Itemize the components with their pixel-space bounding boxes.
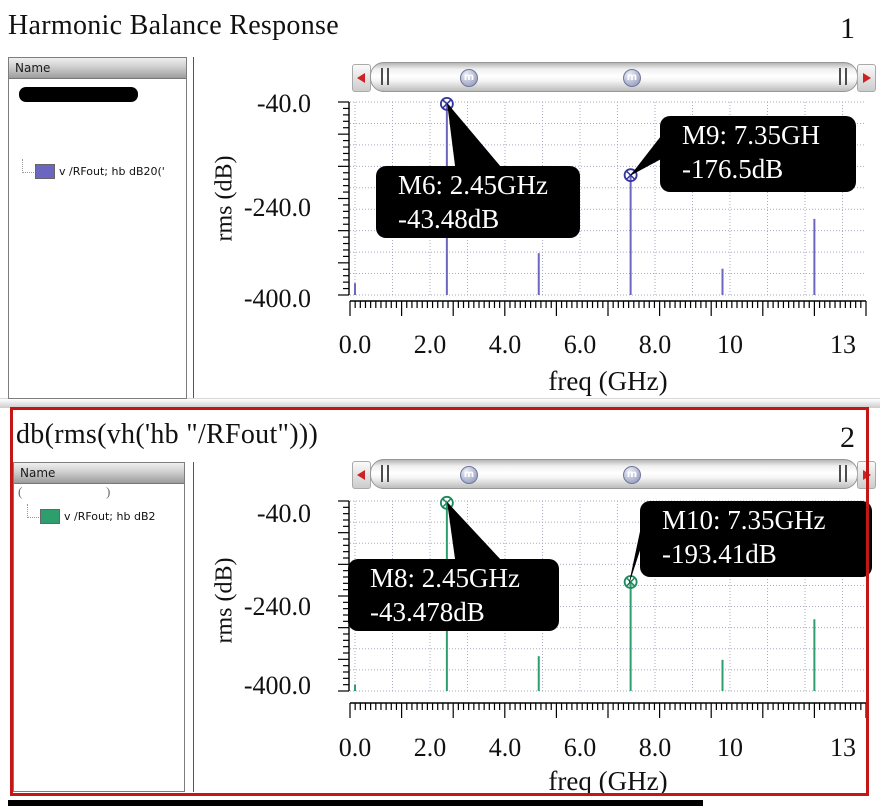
m6-callout-line2: -43.48dB	[398, 204, 500, 234]
scroll-left-button[interactable]	[352, 64, 371, 92]
panel2-xtick-6: 13	[830, 733, 856, 762]
marker-button-m8[interactable]: m	[460, 466, 478, 484]
redacted-expression-fragment-left: (	[18, 484, 23, 499]
right-grip-icon[interactable]	[839, 465, 847, 482]
m6-callout-line1: M6: 2.45GHz	[398, 170, 548, 200]
trace-list-item[interactable]: v /RFout; hb dB2	[14, 504, 183, 528]
panel1-splitter-handle[interactable]	[193, 57, 194, 398]
panel1-title: Harmonic Balance Response	[8, 10, 339, 41]
redacted-expression-fragment-right: )	[106, 484, 111, 499]
left-grip-icon[interactable]	[381, 465, 389, 482]
right-arrow-icon	[863, 73, 871, 83]
panel2-number: 2	[840, 421, 855, 454]
tree-branch-icon	[22, 159, 34, 173]
panel2-x-axis-label: freq (GHz)	[548, 766, 668, 796]
right-arrow-icon	[863, 470, 871, 480]
panel1-xtick-6: 13	[830, 330, 856, 359]
panel-separator	[0, 398, 880, 408]
sidebar-name-column-header[interactable]: Name	[9, 58, 186, 79]
m8-callout-line1: M8: 2.45GHz	[370, 563, 520, 593]
panel2-xtick-0: 0.0	[338, 733, 372, 762]
m10-marker-callout[interactable]: M10: 7.35GHz -193.41dB	[640, 501, 872, 577]
panel2-title: db(rms(vh('hb "/RFout")))	[16, 419, 319, 450]
sidebar-name-column-header[interactable]: Name	[14, 463, 184, 484]
panel2-signal-sidebar: Name ( ) v /RFout; hb dB2	[13, 462, 185, 792]
panel2-ytick-1: -240.0	[243, 592, 311, 621]
m8-marker-callout[interactable]: M8: 2.45GHz -43.478dB	[348, 559, 559, 631]
marker-button-m6[interactable]: m	[460, 69, 478, 87]
panel1-ytick-0: -40.0	[256, 89, 311, 118]
redacted-signal-bar	[19, 87, 138, 102]
panel2-xtick-1: 2.0	[413, 733, 447, 762]
panel1-ytick-2: -400.0	[243, 284, 311, 313]
m9-callout-line2: -176.5dB	[682, 154, 784, 184]
trace-color-swatch	[35, 164, 55, 179]
trace-label: v /RFout; hb dB20('	[59, 165, 165, 178]
trace-color-swatch	[40, 509, 60, 524]
panel2-marker-slider: m m	[352, 459, 876, 489]
panel1-signal-sidebar: Name v /RFout; hb dB20('	[8, 57, 187, 399]
m10-callout-line1: M10: 7.35GHz	[662, 505, 826, 535]
panel1-number: 1	[840, 12, 855, 45]
panel2-xtick-2: 4.0	[488, 733, 522, 762]
m10-callout-line2: -193.41dB	[662, 539, 777, 569]
panel2-xtick-5: 10	[717, 733, 743, 762]
panel1-marker-slider: m m	[352, 62, 876, 92]
left-arrow-icon	[357, 470, 365, 480]
panel2-xtick-3: 6.0	[563, 733, 597, 762]
marker-button-m10[interactable]: m	[623, 466, 641, 484]
tree-branch-icon	[27, 504, 39, 518]
panel2-splitter-handle[interactable]	[193, 462, 194, 792]
bottom-edge-bar	[8, 800, 703, 806]
scroll-right-button[interactable]	[857, 461, 876, 489]
trace-label: v /RFout; hb dB2	[64, 510, 156, 523]
panel1-ytick-1: -240.0	[243, 193, 311, 222]
scroll-left-button[interactable]	[352, 461, 371, 489]
trace-list-item[interactable]: v /RFout; hb dB20('	[9, 159, 185, 183]
m9-marker-callout[interactable]: M9: 7.35GH -176.5dB	[660, 116, 856, 192]
panel1-xtick-0: 0.0	[338, 330, 372, 359]
panel1-xtick-4: 8.0	[638, 330, 672, 359]
slider-track[interactable]: m m	[370, 62, 858, 92]
left-arrow-icon	[357, 73, 365, 83]
m6-marker-callout[interactable]: M6: 2.45GHz -43.48dB	[376, 166, 580, 238]
panel1-xtick-1: 2.0	[413, 330, 447, 359]
m9-callout-line1: M9: 7.35GH	[682, 120, 821, 150]
right-grip-icon[interactable]	[839, 68, 847, 85]
panel1-x-axis-label: freq (GHz)	[548, 366, 668, 396]
panel1-xtick-5: 10	[717, 330, 743, 359]
panel2-xtick-4: 8.0	[638, 733, 672, 762]
panel2-ytick-2: -400.0	[243, 671, 311, 700]
panel1-xtick-2: 4.0	[488, 330, 522, 359]
slider-track[interactable]: m m	[370, 459, 858, 489]
left-grip-icon[interactable]	[381, 68, 389, 85]
panel1-xtick-3: 6.0	[563, 330, 597, 359]
m8-callout-line2: -43.478dB	[370, 597, 485, 627]
panel2-ytick-0: -40.0	[256, 499, 311, 528]
marker-button-m9[interactable]: m	[623, 69, 641, 87]
scroll-right-button[interactable]	[857, 64, 876, 92]
